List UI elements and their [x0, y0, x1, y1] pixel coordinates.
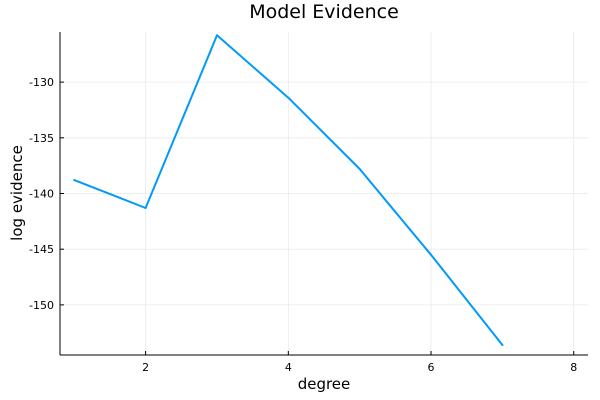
- data-point: [358, 167, 361, 170]
- x-tick-label: 8: [570, 361, 577, 374]
- x-tick-label: 4: [285, 361, 292, 374]
- x-tick-label: 2: [142, 361, 149, 374]
- data-point: [73, 179, 76, 182]
- chart-title: Model Evidence: [249, 1, 399, 23]
- data-point: [501, 343, 504, 346]
- data-series: [73, 34, 504, 346]
- y-axis-title: log evidence: [8, 145, 26, 241]
- grid-lines: [60, 32, 588, 355]
- axis-ticks: 2 4 6 8 -130 -135 -140 -145 -150: [29, 76, 577, 374]
- data-point: [144, 206, 147, 209]
- y-tick-label: -130: [29, 76, 54, 89]
- data-point: [215, 34, 218, 37]
- y-tick-label: -135: [29, 132, 54, 145]
- x-tick-label: 6: [428, 361, 435, 374]
- x-axis-title: degree: [298, 375, 351, 393]
- y-tick-label: -145: [29, 243, 54, 256]
- data-point: [287, 96, 290, 99]
- y-tick-label: -140: [29, 188, 54, 201]
- y-tick-label: -150: [29, 299, 54, 312]
- data-point: [430, 253, 433, 256]
